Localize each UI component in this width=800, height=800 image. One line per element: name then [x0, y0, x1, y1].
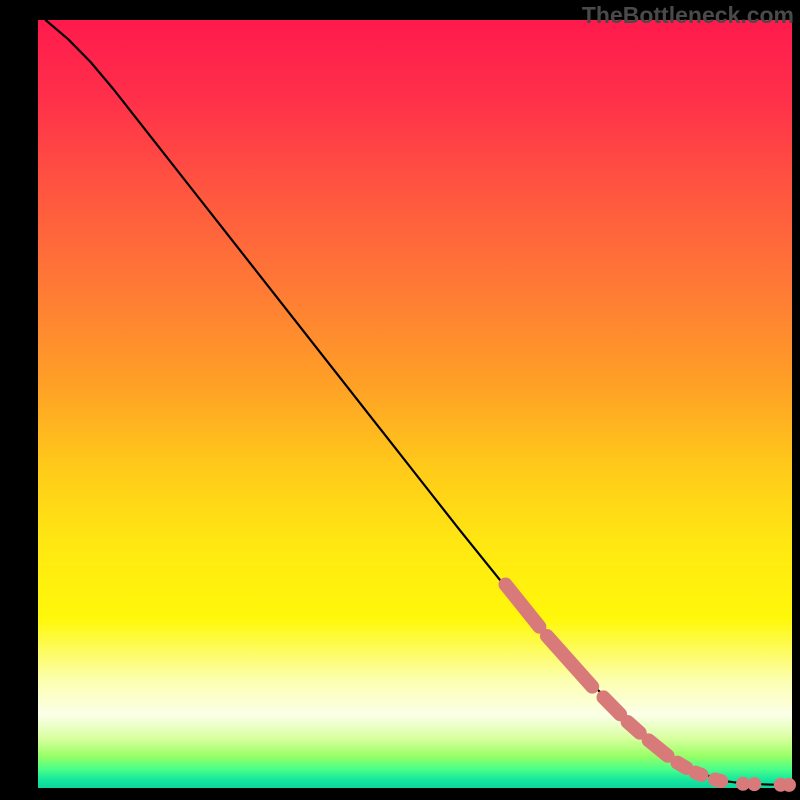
chart-container: TheBottleneck.com — [0, 0, 800, 800]
watermark-label: TheBottleneck.com — [582, 2, 794, 29]
marker-dot — [747, 777, 761, 791]
marker-dot — [782, 778, 796, 792]
marker-segment — [628, 722, 640, 733]
marker-segment — [715, 780, 721, 782]
plot-area — [38, 20, 792, 788]
marker-segment — [677, 763, 686, 768]
marker-segment — [695, 773, 701, 775]
bottleneck-chart — [0, 0, 800, 800]
